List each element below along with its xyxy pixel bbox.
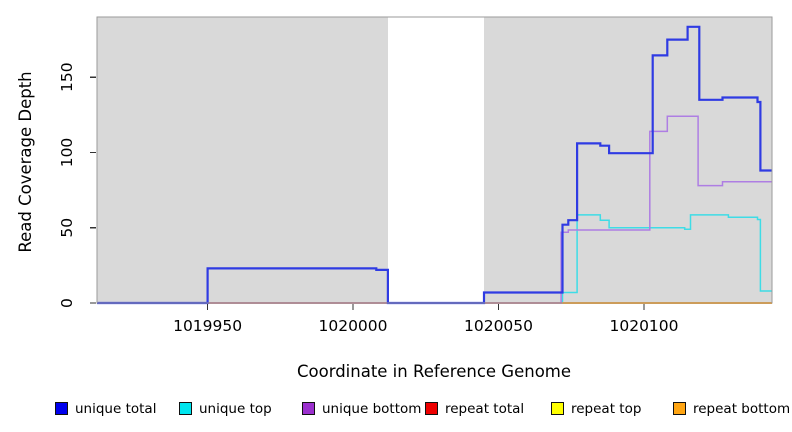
x-tick-label: 1019950 xyxy=(173,317,242,335)
y-tick-label: 50 xyxy=(58,218,76,238)
y-tick-label: 150 xyxy=(58,62,76,92)
panel-border xyxy=(96,16,773,304)
coverage-gap-band xyxy=(387,17,484,303)
legend-item-repeat-top: repeat top xyxy=(551,400,642,417)
legend-label: repeat total xyxy=(445,400,525,417)
x-tick-label: 1020100 xyxy=(609,317,678,335)
legend-label: repeat bottom xyxy=(693,400,791,417)
plot-area: 1019950 1020000 1020050 1020100 0 50 100 150 xyxy=(58,16,773,335)
legend-swatch-icon xyxy=(673,402,686,415)
legend-label: repeat top xyxy=(571,400,642,417)
x-axis-title: Coordinate in Reference Genome xyxy=(297,362,571,381)
legend-item-unique-bottom: unique bottom xyxy=(302,400,422,417)
x-tick-label: 1020050 xyxy=(464,317,533,335)
y-tick-label: 0 xyxy=(58,298,76,308)
y-axis-title: Read Coverage Depth xyxy=(16,71,35,252)
legend-swatch-icon xyxy=(425,402,438,415)
chart-legend: unique total unique top unique bottom repea… xyxy=(0,401,792,421)
legend-label: unique top xyxy=(199,400,272,417)
legend-item-unique-total: unique total xyxy=(55,400,157,417)
y-tick-label: 100 xyxy=(58,138,76,168)
legend-label: unique bottom xyxy=(322,400,422,417)
legend-swatch-icon xyxy=(179,402,192,415)
legend-item-repeat-bottom: repeat bottom xyxy=(673,400,791,417)
legend-swatch-icon xyxy=(302,402,315,415)
series-unique-top xyxy=(97,214,772,304)
legend-swatch-icon xyxy=(551,402,564,415)
legend-item-repeat-total: repeat total xyxy=(425,400,525,417)
legend-label: unique total xyxy=(75,400,157,417)
legend-item-unique-top: unique top xyxy=(179,400,272,417)
legend-swatch-icon xyxy=(55,402,68,415)
x-tick-label: 1020000 xyxy=(318,317,387,335)
series-unique-total xyxy=(97,25,772,305)
